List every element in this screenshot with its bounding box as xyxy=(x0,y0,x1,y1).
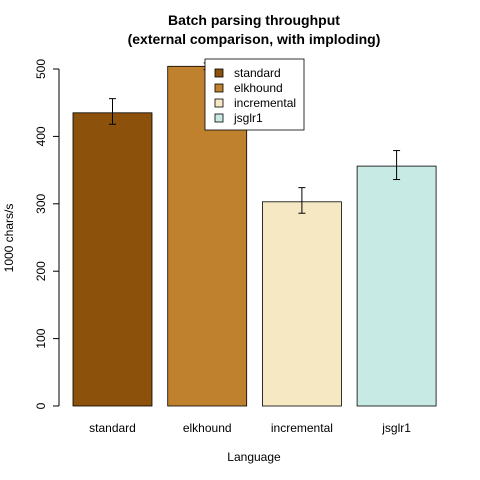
y-tick-label-400: 400 xyxy=(34,126,48,146)
x-axis-title: Language xyxy=(227,450,281,464)
x-tick-label-elkhound: elkhound xyxy=(183,421,232,435)
legend-label-standard: standard xyxy=(234,66,281,80)
legend-label-jsglr1: jsglr1 xyxy=(233,111,263,125)
y-tick-label-0: 0 xyxy=(34,402,48,409)
y-axis-title: 1000 chars/s xyxy=(2,204,16,273)
x-tick-label-standard: standard xyxy=(89,421,136,435)
y-axis: 0 100 200 300 400 500 xyxy=(34,59,60,409)
y-tick-label-100: 100 xyxy=(34,328,48,348)
error-bar-incremental xyxy=(298,187,306,214)
legend-label-incremental: incremental xyxy=(234,96,296,110)
bar-jsglr1 xyxy=(356,165,437,407)
legend-swatch-jsglr1 xyxy=(214,113,224,123)
y-tick-label-200: 200 xyxy=(34,261,48,281)
legend-swatch-standard xyxy=(214,68,224,78)
chart-title-line-1: Batch parsing throughput xyxy=(168,12,340,28)
legend-label-elkhound: elkhound xyxy=(234,81,283,95)
x-tick-label-jsglr1: jsglr1 xyxy=(381,421,411,435)
y-tick-label-500: 500 xyxy=(34,59,48,79)
bar-standard xyxy=(72,112,153,407)
x-axis-labels: standard elkhound incremental jsglr1 xyxy=(89,421,411,435)
legend-swatch-incremental xyxy=(214,98,224,108)
chart-title-line-2: (external comparison, with imploding) xyxy=(128,31,381,47)
x-tick-label-incremental: incremental xyxy=(271,421,333,435)
error-bar-jsglr1 xyxy=(393,150,401,181)
chart-title: Batch parsing throughput (external compa… xyxy=(128,12,381,47)
y-tick-label-300: 300 xyxy=(34,193,48,213)
error-bar-standard xyxy=(109,98,116,125)
bar-incremental xyxy=(261,201,342,407)
legend-swatch-elkhound xyxy=(214,83,224,93)
